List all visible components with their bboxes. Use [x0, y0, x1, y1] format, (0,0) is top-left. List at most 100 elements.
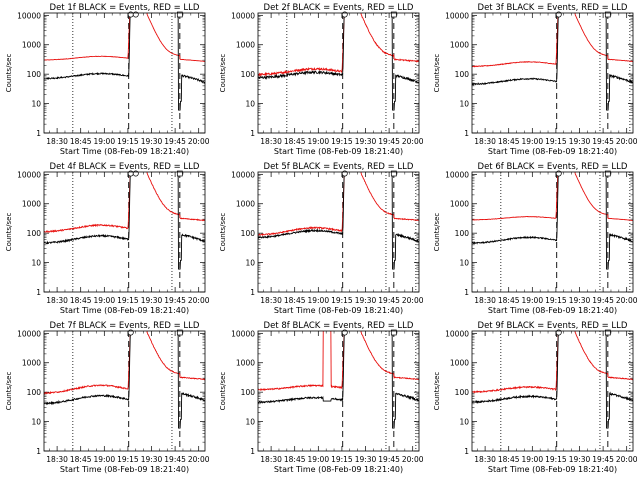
panel-title: Det 3f BLACK = Events, RED = LLD	[478, 3, 628, 13]
y-tick-label: 1000	[450, 359, 469, 368]
x-tick-label: 20:00	[402, 296, 424, 305]
events-series-line	[258, 331, 419, 429]
x-tick-label: 19:00	[93, 455, 115, 464]
plot-frame	[471, 171, 634, 293]
x-tick-label: 18:30	[46, 455, 68, 464]
x-tick-label: 19:15	[545, 137, 567, 146]
plot-frame	[43, 330, 206, 452]
saturation-square-marker	[176, 170, 183, 177]
panel-title: Det 7f BLACK = Events, RED = LLD	[50, 321, 200, 331]
y-tick-label: 100	[241, 70, 256, 79]
x-tick-label: 18:45	[284, 137, 306, 146]
saturation-square-marker	[390, 11, 397, 18]
plot-area	[472, 172, 633, 292]
saturation-square-marker	[176, 329, 183, 336]
y-tick-label: 1000	[236, 200, 255, 209]
detector-panel-4: Det 4f BLACK = Events, RED = LLD Counts/s…	[5, 162, 210, 315]
x-tick-label: 19:45	[592, 296, 614, 305]
x-tick-label: 19:30	[141, 137, 163, 146]
y-axis-label: Counts/sec	[219, 213, 227, 252]
x-tick-label: 19:30	[355, 137, 377, 146]
x-tick-label: 18:30	[46, 296, 68, 305]
y-axis-label: Counts/sec	[433, 54, 441, 93]
plot-frame	[257, 12, 420, 134]
x-tick-label: 20:00	[616, 296, 638, 305]
x-tick-label: 19:30	[355, 455, 377, 464]
x-tick-label: 19:15	[117, 137, 139, 146]
y-tick-label: 1	[250, 447, 255, 456]
plot-frame	[43, 12, 206, 134]
x-tick-label: 20:00	[616, 137, 638, 146]
plot-area	[258, 172, 419, 292]
y-axis-label: Counts/sec	[219, 372, 227, 411]
x-tick-label: 19:15	[117, 296, 139, 305]
x-tick-label: 19:15	[331, 137, 353, 146]
events-series-line	[472, 331, 633, 429]
events-series-line	[258, 172, 419, 270]
detector-panel-6: Det 6f BLACK = Events, RED = LLD Counts/s…	[433, 162, 638, 315]
detector-panel-3: Det 3f BLACK = Events, RED = LLD Counts/s…	[433, 3, 638, 156]
x-axis-label: Start Time (08-Feb-09 18:21:40)	[60, 147, 189, 156]
x-tick-label: 19:45	[592, 455, 614, 464]
x-tick-label: 18:30	[260, 296, 282, 305]
x-tick-label: 19:30	[569, 455, 591, 464]
y-tick-label: 10000	[17, 11, 41, 20]
y-tick-label: 10	[31, 259, 41, 268]
y-tick-label: 100	[27, 229, 42, 238]
y-tick-label: 10000	[17, 170, 41, 179]
x-tick-label: 19:45	[378, 137, 400, 146]
panel-title: Det 8f BLACK = Events, RED = LLD	[264, 321, 414, 331]
y-tick-label: 100	[241, 388, 256, 397]
detector-panel-9: Det 9f BLACK = Events, RED = LLD Counts/s…	[433, 321, 638, 474]
y-tick-label: 100	[455, 229, 470, 238]
y-tick-label: 1000	[22, 41, 41, 50]
x-tick-label: 18:45	[498, 137, 520, 146]
y-tick-label: 100	[241, 229, 256, 238]
y-tick-label: 100	[27, 70, 42, 79]
plot-area	[44, 13, 205, 133]
y-tick-label: 1000	[236, 41, 255, 50]
detector-panel-7: Det 7f BLACK = Events, RED = LLD Counts/s…	[5, 321, 210, 474]
detector-panel-1: Det 1f BLACK = Events, RED = LLD Counts/s…	[5, 3, 210, 156]
x-tick-label: 19:30	[569, 137, 591, 146]
x-tick-label: 18:45	[498, 296, 520, 305]
x-tick-label: 18:45	[70, 137, 92, 146]
x-tick-label: 18:45	[284, 296, 306, 305]
y-tick-label: 10	[459, 100, 469, 109]
y-tick-label: 1000	[22, 359, 41, 368]
x-tick-label: 19:15	[117, 455, 139, 464]
x-tick-label: 20:00	[402, 137, 424, 146]
x-axis-label: Start Time (08-Feb-09 18:21:40)	[274, 306, 403, 315]
x-tick-label: 19:45	[378, 296, 400, 305]
plot-frame	[257, 171, 420, 293]
y-tick-label: 10000	[231, 11, 255, 20]
x-axis-label: Start Time (08-Feb-09 18:21:40)	[488, 465, 617, 474]
y-tick-label: 1	[250, 288, 255, 297]
y-tick-label: 10	[245, 418, 255, 427]
plot-frame	[471, 12, 634, 134]
y-tick-label: 10000	[231, 170, 255, 179]
y-axis-label: Counts/sec	[5, 54, 13, 93]
y-axis-label: Counts/sec	[5, 372, 13, 411]
plot-frame	[43, 171, 206, 293]
x-tick-label: 20:00	[616, 455, 638, 464]
y-tick-label: 10000	[445, 329, 469, 338]
y-axis-label: Counts/sec	[433, 372, 441, 411]
panel-title: Det 4f BLACK = Events, RED = LLD	[50, 162, 200, 172]
x-tick-label: 20:00	[402, 455, 424, 464]
x-axis-label: Start Time (08-Feb-09 18:21:40)	[274, 465, 403, 474]
y-tick-label: 1	[36, 288, 41, 297]
events-series-line	[44, 13, 205, 111]
x-axis-label: Start Time (08-Feb-09 18:21:40)	[60, 465, 189, 474]
saturation-square-marker	[390, 170, 397, 177]
panel-title: Det 9f BLACK = Events, RED = LLD	[478, 321, 628, 331]
x-tick-label: 19:15	[331, 296, 353, 305]
plot-frame	[471, 330, 634, 452]
x-tick-label: 19:30	[141, 296, 163, 305]
y-axis-label: Counts/sec	[433, 213, 441, 252]
x-tick-label: 20:00	[188, 137, 210, 146]
saturation-square-marker	[176, 11, 183, 18]
y-tick-label: 100	[455, 70, 470, 79]
y-tick-label: 100	[27, 388, 42, 397]
